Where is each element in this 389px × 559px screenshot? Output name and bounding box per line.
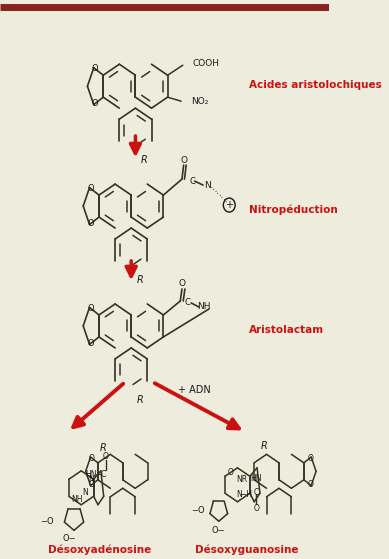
Text: N: N — [88, 475, 94, 484]
Text: −O: −O — [191, 506, 205, 515]
Text: O: O — [88, 453, 95, 462]
Text: Aristolactam: Aristolactam — [249, 325, 324, 335]
Text: O: O — [307, 453, 313, 462]
Text: O: O — [87, 219, 94, 228]
Text: Désoxyadénosine: Désoxyadénosine — [48, 544, 152, 555]
Text: R: R — [136, 395, 143, 405]
Text: +: + — [225, 200, 233, 210]
Text: O: O — [91, 99, 98, 108]
Text: NR: NR — [236, 475, 247, 484]
Text: C: C — [185, 299, 191, 307]
Text: O: O — [307, 480, 313, 489]
Text: HN─C: HN─C — [85, 470, 107, 479]
Text: COOH: COOH — [193, 59, 220, 68]
Text: N: N — [82, 489, 88, 498]
Text: O: O — [228, 468, 234, 477]
Text: N─H: N─H — [236, 490, 252, 499]
Text: R: R — [136, 275, 143, 285]
Text: O: O — [179, 280, 186, 288]
Text: Désoxyguanosine: Désoxyguanosine — [195, 544, 299, 555]
Text: O: O — [87, 304, 94, 313]
Text: N: N — [204, 181, 211, 190]
Text: O: O — [87, 184, 94, 193]
Text: O: O — [103, 452, 109, 461]
Text: −O: −O — [40, 517, 54, 526]
Text: NO₂: NO₂ — [191, 97, 209, 106]
Text: O: O — [180, 155, 187, 164]
Text: O−: O− — [212, 526, 226, 535]
Text: R: R — [261, 441, 268, 451]
Text: Nitrорéduction: Nitrорéduction — [249, 205, 338, 215]
Text: O: O — [253, 504, 259, 513]
Text: R: R — [100, 443, 106, 453]
Text: HN: HN — [251, 473, 262, 482]
Text: NH: NH — [197, 302, 211, 311]
Text: O−: O− — [63, 534, 77, 543]
Text: O: O — [88, 480, 95, 489]
Text: R: R — [140, 155, 147, 165]
Text: C: C — [189, 177, 195, 186]
Text: O: O — [87, 339, 94, 348]
Text: NH: NH — [71, 495, 83, 504]
Text: C: C — [254, 487, 259, 496]
Text: + ADN: + ADN — [178, 385, 211, 395]
Text: O: O — [91, 64, 98, 73]
Text: Acides aristolochiques: Acides aristolochiques — [249, 80, 382, 90]
